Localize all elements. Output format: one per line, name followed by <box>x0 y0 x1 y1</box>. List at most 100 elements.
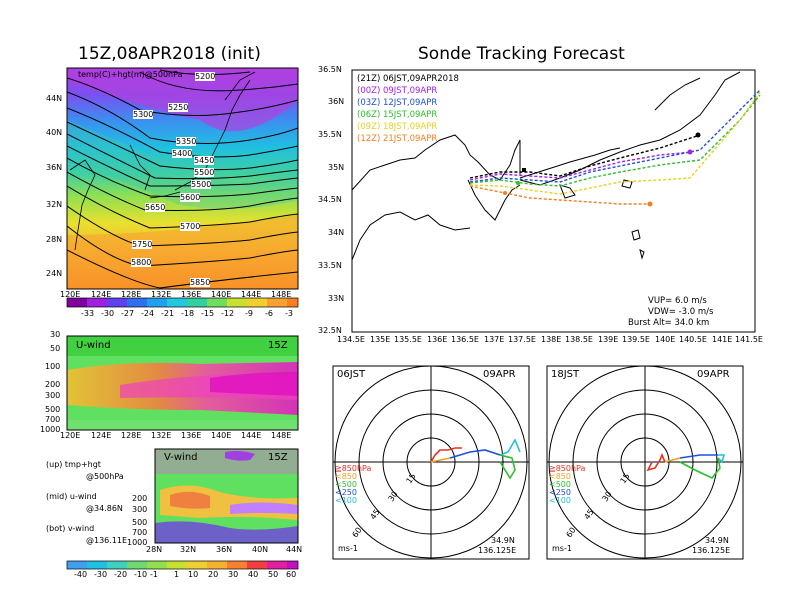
lon-tick: 120E <box>60 431 81 440</box>
hodo-lat: 34.9N <box>491 536 515 545</box>
colorbar-label: -33 <box>81 309 95 318</box>
lat-tick: 40N <box>252 545 269 554</box>
contour-label: 5500 <box>191 180 212 189</box>
contour-label: 5500 <box>194 168 215 177</box>
contour-label: 5800 <box>131 258 152 267</box>
lon-tick: 136E <box>181 290 202 299</box>
lat-tick: 28N <box>146 545 163 554</box>
hodo-level: <100 <box>335 496 357 505</box>
lat-tick: 32N <box>46 200 63 209</box>
hodo-left-date: 09APR <box>483 369 516 380</box>
lat-tick: 33N <box>328 294 345 303</box>
sonde-map <box>351 69 761 333</box>
hodograph-left <box>332 365 530 560</box>
colorbar-label: -30 <box>101 309 115 318</box>
wind-colorbar-label: 10 <box>188 570 199 579</box>
hodo-left-time: 06JST <box>337 369 366 380</box>
hodo-level: <850 <box>335 472 357 481</box>
lon-tick: 139E <box>598 335 619 344</box>
colorbar-label: -18 <box>181 309 195 318</box>
colorbar-label: -12 <box>221 309 235 318</box>
lon-tick: 134.5E <box>337 335 365 344</box>
lat-tick: 35.5N <box>318 130 342 139</box>
lat-tick: 40N <box>46 128 63 137</box>
lon-tick: 128E <box>121 290 142 299</box>
hodo-level: <100 <box>549 496 571 505</box>
wind-colorbar-label: 60 <box>286 570 297 579</box>
top-map-frame <box>66 67 299 290</box>
temp-colorbar <box>66 297 299 308</box>
lon-tick: 135.5E <box>394 335 422 344</box>
wind-colorbar-label: -20 <box>114 570 128 579</box>
colorbar-label: -24 <box>141 309 155 318</box>
p-tick: 300 <box>132 505 148 514</box>
wind-colorbar-label: 20 <box>208 570 219 579</box>
right-panel-title: Sonde Tracking Forecast <box>418 44 625 64</box>
lat-tick: 24N <box>46 269 63 278</box>
left-panel-title: 15Z,08APR2018 (init) <box>78 44 261 64</box>
lon-tick: 124E <box>91 290 112 299</box>
param-vup: VUP= 6.0 m/s <box>648 296 707 306</box>
legend-bot-line1: (bot) v-wind <box>46 524 95 533</box>
track-legend-09z: (09Z) 18JST,09APR <box>357 122 438 132</box>
p-tick: 30 <box>50 330 61 339</box>
contour-label: 5200 <box>195 72 216 81</box>
lon-tick: 148E <box>271 290 292 299</box>
wind-colorbar-label: -40 <box>74 570 88 579</box>
contour-label: 5350 <box>176 137 197 146</box>
lon-tick: 138.5E <box>565 335 593 344</box>
u-wind-label: U-wind <box>76 340 111 351</box>
hodo-unit: ms-1 <box>552 544 572 553</box>
hodo-level: ≧850hPa <box>549 464 586 473</box>
colorbar-label: -9 <box>245 309 253 318</box>
track-legend-21z: (21Z) 06JST,09APR2018 <box>357 74 459 84</box>
lon-tick: 132E <box>151 431 172 440</box>
lat-tick: 32N <box>180 545 197 554</box>
temp-map-subtitle: temp(C)+hgt(m)@500hPa <box>78 70 183 79</box>
contour-label: 5650 <box>145 203 166 212</box>
lon-tick: 137.5E <box>508 335 536 344</box>
hodo-lon: 136.125E <box>478 546 517 555</box>
hodo-right-time: 18JST <box>551 369 580 380</box>
colorbar-label: -6 <box>265 309 273 318</box>
v-wind-time: 15Z <box>268 452 288 463</box>
legend-bot-line2: @136.11E <box>86 536 128 545</box>
p-tick: 1000 <box>40 425 61 434</box>
wind-colorbar-label: 1 <box>174 570 180 579</box>
lon-tick: 136E <box>427 335 448 344</box>
hodo-level: <850 <box>549 472 571 481</box>
lat-tick: 28N <box>46 235 63 244</box>
lon-tick: 144E <box>241 431 262 440</box>
lat-tick: 34N <box>328 228 345 237</box>
hodo-level: <500 <box>549 480 571 489</box>
colorbar-label: -15 <box>201 309 215 318</box>
lon-tick: 132E <box>151 290 172 299</box>
p-tick: 200 <box>45 380 61 389</box>
lat-tick: 32.5N <box>318 326 342 335</box>
u-wind-time: 15Z <box>268 340 288 351</box>
wind-colorbar-label: -1 <box>150 570 158 579</box>
lat-tick: 36.5N <box>318 65 342 74</box>
lat-tick: 35N <box>328 163 345 172</box>
wind-colorbar-label: 30 <box>228 570 239 579</box>
lon-tick: 140E <box>655 335 676 344</box>
contour-label: 5850 <box>190 278 211 287</box>
wind-colorbar-label: -10 <box>134 570 148 579</box>
p-tick: 1000 <box>127 538 148 547</box>
colorbar-label: -21 <box>161 309 175 318</box>
lon-tick: 141E <box>712 335 733 344</box>
hodo-level: ≧850hPa <box>335 464 372 473</box>
param-vdw: VDW= -3.0 m/s <box>648 307 714 317</box>
track-legend-12z: (12Z) 21JST,09APR <box>357 134 438 144</box>
lon-tick: 140.5E <box>679 335 707 344</box>
track-legend-06z: (06Z) 15JST,09APR <box>357 110 438 120</box>
param-burst: Burst Alt= 34.0 km <box>628 318 710 328</box>
hodograph-right <box>546 365 744 560</box>
lat-tick: 44N <box>286 545 303 554</box>
lon-tick: 136E <box>181 431 202 440</box>
lon-tick: 135E <box>370 335 391 344</box>
lat-tick: 36N <box>216 545 233 554</box>
p-tick: 700 <box>45 415 61 424</box>
hodo-lat: 34.9N <box>705 536 729 545</box>
